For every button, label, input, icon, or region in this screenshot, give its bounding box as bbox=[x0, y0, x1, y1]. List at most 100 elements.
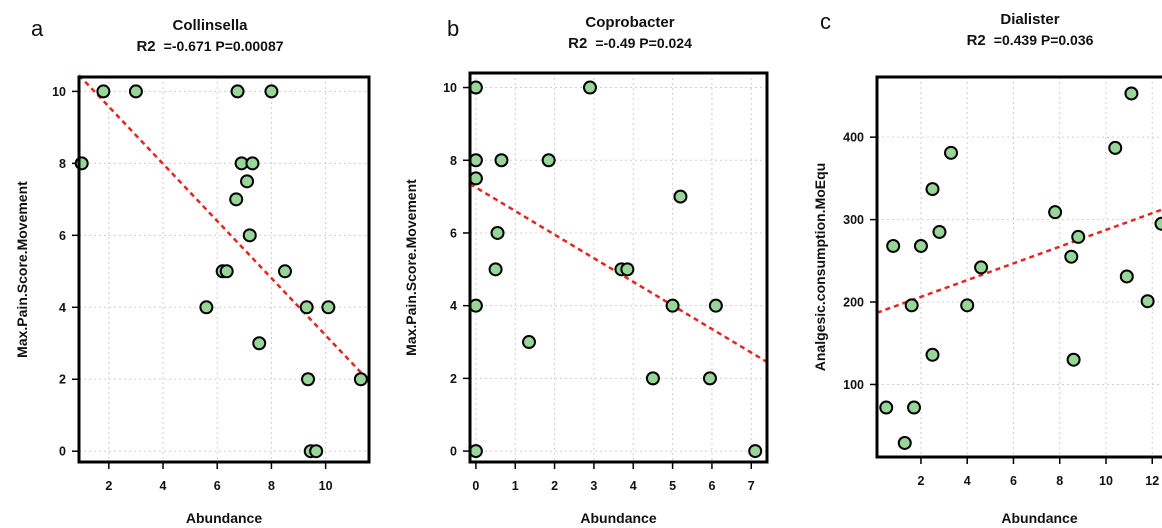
data-point bbox=[468, 298, 483, 313]
chart-panel-a: a Collinsella R2 =-0.671 P=0.00087 2 4 6 8 10 0 2 4… bbox=[14, 16, 371, 526]
chart-stat: R2 =-0.49 P=0.024 bbox=[568, 35, 692, 52]
data-point bbox=[932, 224, 947, 239]
x-tick-label: 10 bbox=[319, 479, 333, 493]
data-point bbox=[665, 298, 680, 313]
y-tick-label: 8 bbox=[59, 157, 66, 171]
data-point bbox=[321, 300, 336, 315]
data-point bbox=[960, 298, 975, 313]
data-point bbox=[128, 84, 143, 99]
y-tick-label: 10 bbox=[52, 85, 66, 99]
data-point bbox=[925, 347, 940, 362]
data-point bbox=[1071, 229, 1086, 244]
y-tick-label: 400 bbox=[843, 131, 864, 145]
data-point bbox=[645, 371, 660, 386]
data-point bbox=[252, 336, 267, 351]
plot-frame bbox=[468, 71, 769, 464]
chart-title: Coprobacter bbox=[585, 14, 674, 31]
data-point bbox=[1108, 140, 1123, 155]
data-point bbox=[541, 153, 556, 168]
data-point bbox=[1066, 352, 1081, 367]
data-point bbox=[907, 400, 922, 415]
x-tick-label: 5 bbox=[669, 479, 676, 493]
chart-stat: R2 =-0.671 P=0.00087 bbox=[136, 38, 283, 55]
data-point bbox=[522, 335, 537, 350]
y-tick-label: 200 bbox=[843, 296, 864, 310]
x-tick-label: 6 bbox=[708, 479, 715, 493]
x-axis-label: Abundance bbox=[580, 510, 656, 526]
stat-label: R2 bbox=[568, 35, 587, 52]
data-point bbox=[913, 238, 928, 253]
y-tick-label: 300 bbox=[843, 213, 864, 227]
x-tick-label: 3 bbox=[590, 479, 597, 493]
panel-letter: c bbox=[820, 9, 831, 34]
y-tick-label: 0 bbox=[450, 445, 457, 459]
stat-value: =-0.49 P=0.024 bbox=[595, 35, 692, 51]
stat-value: =-0.671 P=0.00087 bbox=[164, 38, 284, 54]
data-point bbox=[925, 182, 940, 197]
data-point bbox=[673, 189, 688, 204]
data-point bbox=[245, 156, 260, 171]
data-point bbox=[468, 444, 483, 459]
data-point bbox=[886, 238, 901, 253]
data-point bbox=[582, 80, 597, 95]
y-tick-label: 8 bbox=[450, 154, 457, 168]
data-point bbox=[242, 228, 257, 243]
data-point bbox=[494, 153, 509, 168]
data-point bbox=[277, 264, 292, 279]
data-point bbox=[299, 300, 314, 315]
y-tick-label: 100 bbox=[843, 378, 864, 392]
chart-panel-c: c Dialister R2 =0.439 P=0.036 2 4 6 8 10 12 100 200… bbox=[812, 9, 1162, 526]
y-tick-label: 4 bbox=[450, 299, 457, 313]
data-point bbox=[309, 444, 324, 459]
data-point bbox=[468, 171, 483, 186]
y-axis-label: Max.Pain.Score.Movement bbox=[403, 179, 419, 356]
x-tick-label: 1 bbox=[512, 479, 519, 493]
data-point bbox=[1048, 205, 1063, 220]
y-axis-label: Max.Pain.Score.Movement bbox=[14, 181, 30, 358]
x-tick-label: 2 bbox=[917, 474, 924, 488]
x-tick-label: 8 bbox=[268, 479, 275, 493]
data-point bbox=[974, 260, 989, 275]
data-point bbox=[702, 371, 717, 386]
data-point bbox=[1140, 294, 1155, 309]
plot-frame bbox=[77, 75, 371, 464]
data-point bbox=[879, 400, 894, 415]
data-point bbox=[353, 372, 368, 387]
y-tick-label: 4 bbox=[59, 301, 66, 315]
data-point bbox=[229, 192, 244, 207]
data-point bbox=[199, 300, 214, 315]
chart-stat: R2 =0.439 P=0.036 bbox=[967, 32, 1094, 49]
x-tick-label: 12 bbox=[1145, 474, 1159, 488]
regression-line bbox=[876, 208, 1162, 314]
data-point bbox=[944, 145, 959, 160]
data-point bbox=[708, 298, 723, 313]
x-tick-label: 8 bbox=[1056, 474, 1063, 488]
panel-letter: b bbox=[447, 16, 459, 41]
chart-panel-b: b Coprobacter R2 =-0.49 P=0.024 0 1 2 3 4 5 6 7 0 2 4 6… bbox=[403, 14, 769, 526]
data-point bbox=[230, 84, 245, 99]
stat-label: R2 bbox=[136, 38, 155, 55]
y-tick-label: 10 bbox=[443, 81, 457, 95]
x-tick-label: 7 bbox=[748, 479, 755, 493]
data-point bbox=[488, 262, 503, 277]
data-point bbox=[301, 372, 316, 387]
chart-title: Dialister bbox=[1000, 11, 1059, 28]
x-tick-label: 4 bbox=[160, 479, 167, 493]
x-tick-label: 4 bbox=[964, 474, 971, 488]
data-point bbox=[468, 80, 483, 95]
data-point bbox=[748, 444, 763, 459]
y-tick-label: 6 bbox=[450, 226, 457, 240]
x-axis-label: Abundance bbox=[1001, 510, 1077, 526]
stat-label: R2 bbox=[967, 32, 986, 49]
data-point bbox=[1064, 249, 1079, 264]
data-point bbox=[219, 264, 234, 279]
x-tick-label: 2 bbox=[551, 479, 558, 493]
data-point bbox=[264, 84, 279, 99]
stat-value: =0.439 P=0.036 bbox=[994, 32, 1094, 48]
x-tick-label: 4 bbox=[630, 479, 637, 493]
plot-frame bbox=[875, 75, 1162, 459]
data-point bbox=[490, 225, 505, 240]
x-tick-label: 2 bbox=[105, 479, 112, 493]
y-axis-label: Analgesic.consumption.MoEqu bbox=[812, 163, 828, 371]
